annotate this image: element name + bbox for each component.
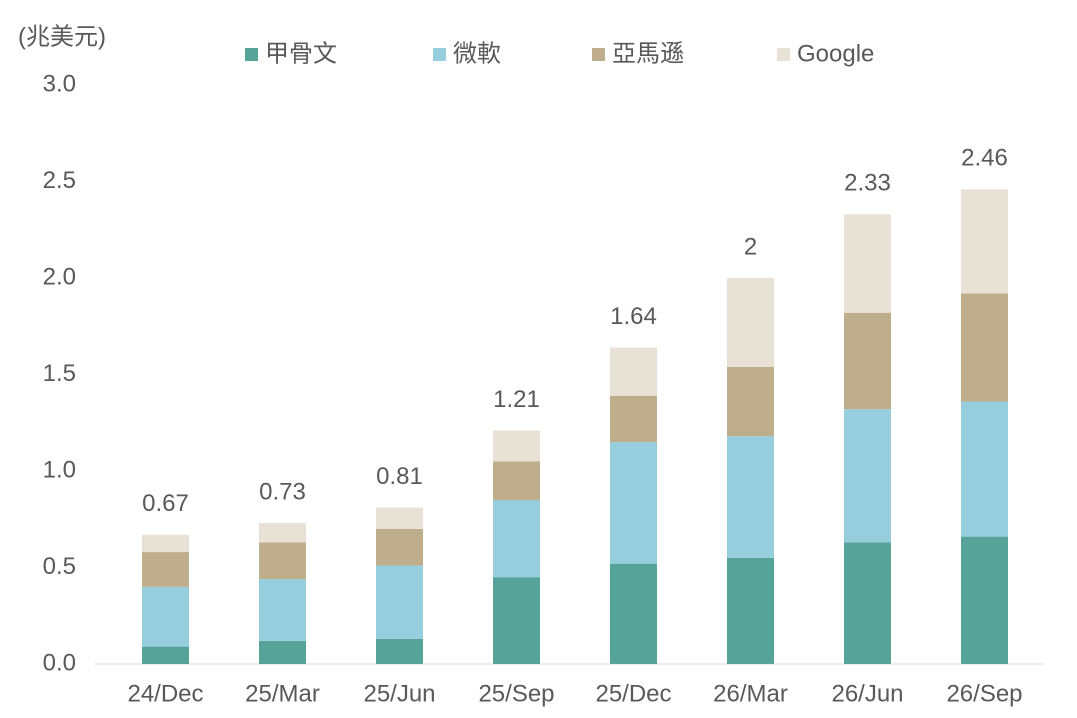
bar-segment [844,214,891,313]
bar-segment [610,347,657,396]
total-label: 0.81 [376,463,423,490]
bar-segment [844,542,891,664]
total-label: 2 [744,233,757,260]
bar-segment [493,499,540,578]
x-tick-label: 24/Dec [127,680,203,707]
x-tick-label: 26/Jun [831,680,903,707]
x-tick-label: 26/Mar [713,680,788,707]
x-tick-label: 25/Dec [595,680,671,707]
bar-segment [376,638,423,664]
total-label: 0.67 [142,490,189,517]
bar-segment [259,579,306,641]
bar-segment [142,646,189,664]
bar-segment [142,534,189,553]
x-tick-label: 26/Sep [946,680,1022,707]
bar-segment [259,523,306,543]
bar-segment [727,557,774,664]
total-label: 1.21 [493,386,540,413]
legend-label: Google [797,40,874,67]
bar-segment [844,409,891,543]
total-label: 2.33 [844,170,891,197]
y-tick-label: 1.0 [43,456,76,483]
bar-segment [961,293,1008,402]
bar-segment [961,536,1008,664]
bar-segment [610,563,657,664]
bar-segment [610,442,657,564]
legend-label: 亞馬遜 [612,40,684,67]
bar-segment [376,565,423,639]
legend-swatch [592,48,605,61]
bar-segment [493,577,540,664]
x-tick-label: 25/Mar [245,680,320,707]
legend-label: 甲骨文 [265,40,337,67]
x-tick-label: 25/Jun [363,680,435,707]
y-tick-label: 3.0 [43,70,76,97]
y-tick-label: 2.0 [43,263,76,290]
legend-swatch [433,48,446,61]
total-label: 2.46 [961,145,1008,172]
bar-segment [961,189,1008,294]
x-tick-label: 25/Sep [478,680,554,707]
bar-segment [961,401,1008,537]
legend-swatch [245,48,258,61]
legend-swatch [777,48,790,61]
y-tick-label: 2.5 [43,167,76,194]
bar-segment [844,312,891,410]
bar-segment [259,640,306,664]
y-tick-label: 1.5 [43,360,76,387]
bar-segment [376,528,423,566]
bar-segment [376,507,423,529]
total-label: 1.64 [610,303,657,330]
y-tick-label: 0.0 [43,649,76,676]
y-tick-label: 0.5 [43,553,76,580]
y-axis-label: (兆美元) [18,23,106,50]
bar-segment [610,395,657,443]
bar-segment [727,278,774,367]
bar-segment [259,542,306,580]
bar-segment [727,366,774,437]
bar-segment [493,461,540,500]
bar-segment [493,430,540,462]
bar-segment [142,552,189,587]
legend-label: 微軟 [453,40,501,67]
total-label: 0.73 [259,478,306,505]
bar-segment [142,586,189,647]
bar-segment [727,436,774,558]
